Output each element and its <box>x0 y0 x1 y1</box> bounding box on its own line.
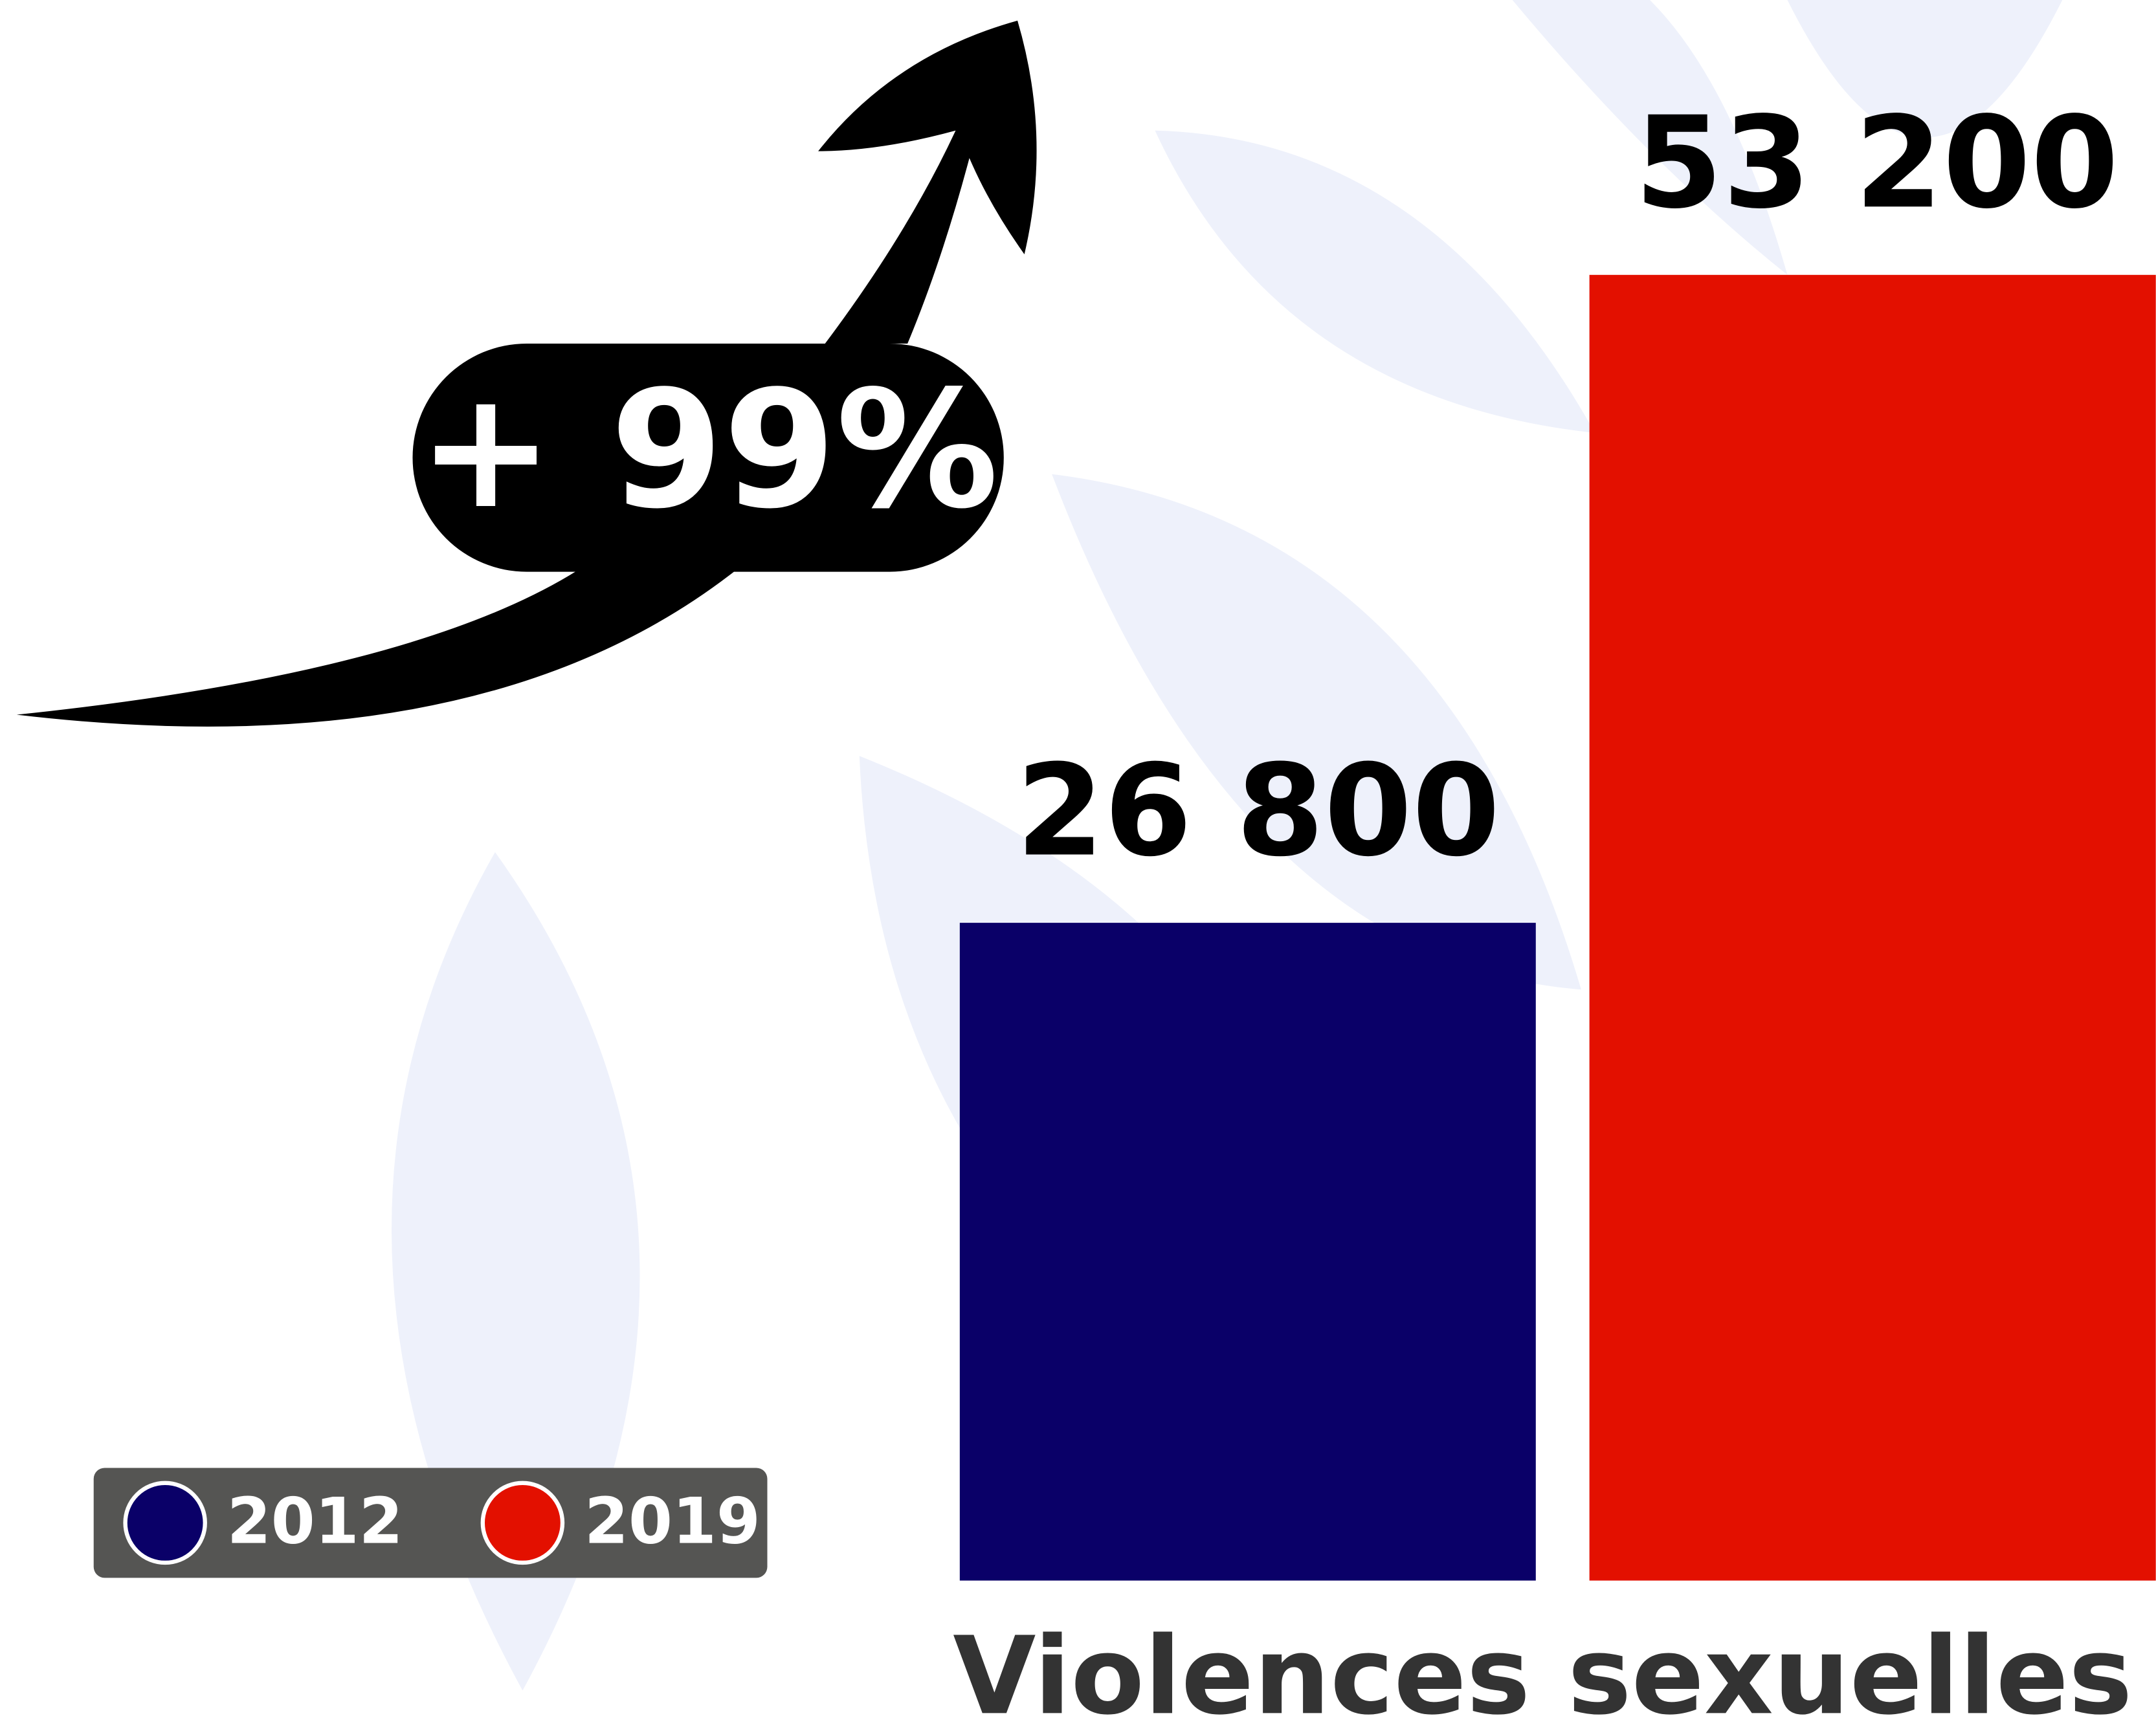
legend-swatch <box>123 1481 207 1565</box>
value-label: 26 800 <box>1016 738 1500 885</box>
bar <box>959 923 1536 1581</box>
growth-arrow <box>16 20 1037 727</box>
legend-swatch <box>480 1481 565 1565</box>
bar <box>1589 274 2156 1581</box>
change-annotation: + 99% <box>418 356 999 545</box>
category-label: Violences sexuelles <box>953 1614 2132 1729</box>
legend-box <box>93 1468 768 1578</box>
legend <box>93 1468 768 1578</box>
legend-label: 2012 <box>227 1485 403 1559</box>
legend-label: 2019 <box>584 1485 761 1559</box>
value-label: 53 200 <box>1635 90 2119 237</box>
